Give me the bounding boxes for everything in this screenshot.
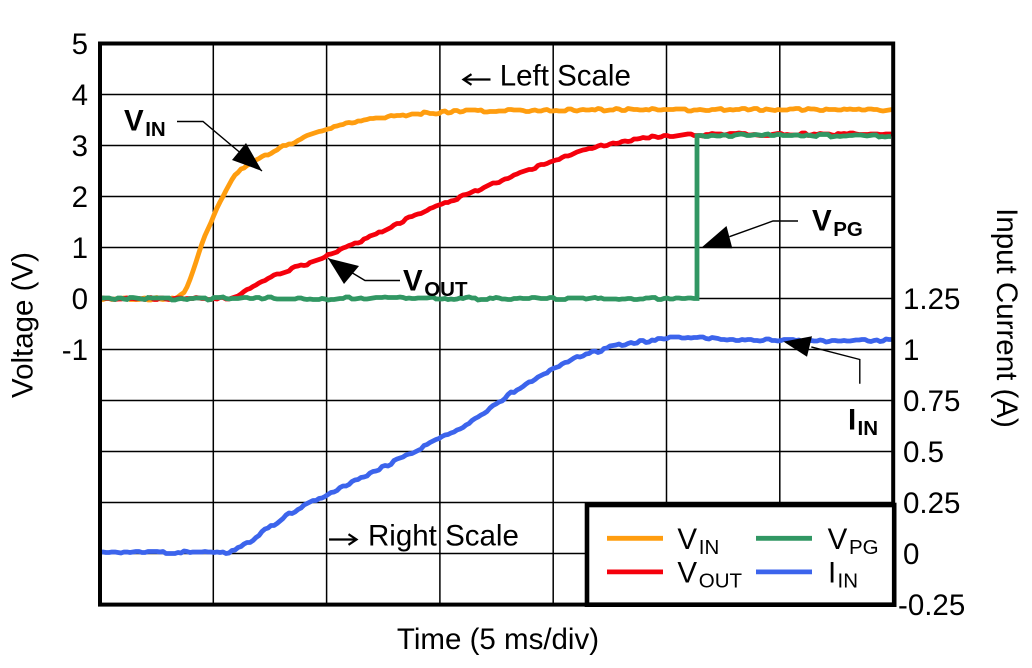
svg-text:3: 3: [72, 130, 88, 163]
svg-text:Time (5 ms/div): Time (5 ms/div): [397, 623, 599, 656]
svg-text:-0.25: -0.25: [898, 589, 965, 622]
svg-text:IN: IN: [838, 570, 859, 593]
svg-text:Voltage (V): Voltage (V): [7, 252, 40, 398]
svg-text:V: V: [403, 265, 423, 298]
svg-text:V: V: [812, 205, 832, 238]
svg-text:1.25: 1.25: [903, 283, 960, 316]
svg-text:V: V: [677, 523, 697, 556]
svg-text:Left Scale: Left Scale: [500, 60, 631, 93]
svg-text:IN: IN: [699, 536, 720, 559]
svg-text:0.75: 0.75: [903, 385, 960, 418]
svg-text:V: V: [124, 105, 144, 138]
svg-text:1: 1: [72, 232, 88, 265]
svg-text:Right Scale: Right Scale: [368, 520, 519, 553]
svg-text:I: I: [848, 404, 856, 437]
svg-text:OUT: OUT: [424, 278, 468, 301]
svg-text:V: V: [828, 523, 848, 556]
svg-text:I: I: [828, 556, 836, 589]
svg-text:1: 1: [903, 334, 919, 367]
svg-text:4: 4: [72, 79, 88, 112]
svg-text:IN: IN: [858, 417, 879, 440]
svg-text:PG: PG: [849, 536, 879, 559]
svg-text:0: 0: [903, 538, 919, 571]
svg-text:5: 5: [72, 28, 88, 61]
svg-text:-1: -1: [62, 334, 88, 367]
svg-text:0: 0: [72, 283, 88, 316]
svg-text:0.5: 0.5: [903, 436, 944, 469]
svg-text:IN: IN: [145, 118, 166, 141]
svg-text:PG: PG: [833, 218, 863, 241]
svg-text:2: 2: [72, 181, 88, 214]
svg-text:V: V: [677, 556, 697, 589]
svg-text:Input Current (A): Input Current (A): [990, 208, 1023, 428]
svg-text:0.25: 0.25: [903, 487, 960, 520]
svg-text:OUT: OUT: [699, 570, 743, 593]
